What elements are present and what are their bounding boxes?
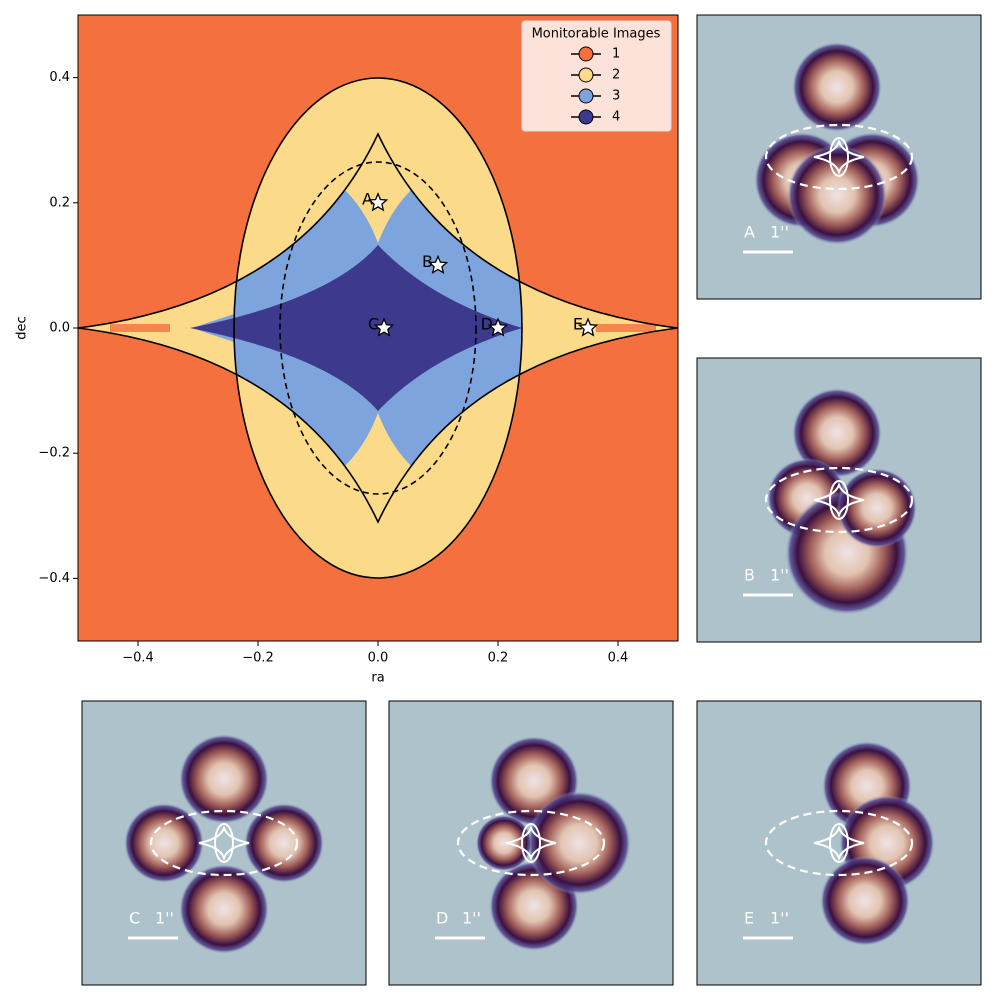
legend-marker bbox=[578, 88, 594, 104]
caustic bbox=[813, 139, 865, 175]
caustic-ellipse bbox=[214, 823, 234, 863]
y-tick-label: 0.2 bbox=[49, 195, 70, 210]
scale-label: 1'' bbox=[770, 223, 789, 242]
panel-frame bbox=[388, 700, 674, 986]
critical-curve bbox=[456, 809, 606, 877]
legend-box bbox=[521, 20, 672, 132]
x-tick-label: −0.2 bbox=[242, 651, 274, 666]
panel-label: C bbox=[129, 909, 140, 928]
scale-label: 1'' bbox=[462, 909, 481, 928]
lensed-image bbox=[179, 734, 269, 824]
caustic-ellipse bbox=[829, 137, 849, 177]
y-tick-label: 0.4 bbox=[49, 70, 70, 85]
scale-label: 1'' bbox=[770, 566, 789, 585]
panel-frame bbox=[696, 700, 982, 986]
x-tick-label: 0.2 bbox=[488, 651, 509, 666]
caustic-ellipse bbox=[521, 823, 541, 863]
legend-label: 3 bbox=[612, 89, 620, 104]
image-panel: B 1'' bbox=[696, 357, 982, 643]
lensed-image bbox=[244, 803, 324, 883]
panel-frame bbox=[696, 14, 982, 300]
legend-title: Monitorable Images bbox=[532, 27, 661, 42]
critical-curve bbox=[764, 809, 914, 877]
caustic bbox=[813, 825, 865, 861]
legend-label: 1 bbox=[612, 47, 620, 62]
legend-label: 4 bbox=[612, 110, 620, 125]
legend-marker bbox=[578, 46, 594, 62]
point-label: C bbox=[368, 315, 379, 334]
lensed-image bbox=[124, 803, 204, 883]
image-panel: D 1'' bbox=[388, 700, 674, 986]
x-axis-label: ra bbox=[371, 671, 384, 686]
x-tick-label: −0.4 bbox=[122, 651, 154, 666]
lensed-image bbox=[792, 42, 882, 132]
legend-marker bbox=[578, 109, 594, 125]
point-label: B bbox=[422, 252, 433, 271]
scale-label: 1'' bbox=[770, 909, 789, 928]
image-panel: A 1'' bbox=[696, 14, 982, 300]
source-star bbox=[427, 254, 449, 275]
critical-curve bbox=[764, 466, 914, 534]
point-label: D bbox=[481, 315, 493, 334]
y-axis-label: dec bbox=[15, 316, 30, 339]
panel-label: E bbox=[744, 909, 754, 928]
caustic bbox=[813, 482, 865, 518]
scale-label: 1'' bbox=[155, 909, 174, 928]
legend-marker bbox=[578, 67, 594, 83]
x-tick-label: 0.0 bbox=[368, 651, 389, 666]
lensed-image bbox=[527, 791, 631, 895]
panel-label: A bbox=[744, 223, 755, 242]
panel-label: D bbox=[436, 909, 448, 928]
critical-curve bbox=[149, 809, 299, 877]
panel-frame bbox=[81, 700, 367, 986]
caustic-ellipse bbox=[829, 480, 849, 520]
lensed-image bbox=[476, 815, 532, 871]
lensed-image bbox=[837, 468, 917, 548]
image-panel: C 1'' bbox=[81, 700, 367, 986]
point-label: E bbox=[573, 315, 583, 334]
y-tick-label: −0.2 bbox=[38, 446, 70, 461]
point-label: A bbox=[362, 189, 373, 208]
lensed-image bbox=[820, 856, 910, 946]
source-star bbox=[487, 317, 509, 337]
panel-frame bbox=[696, 357, 982, 643]
lensed-image bbox=[787, 145, 887, 245]
legend: Monitorable Images 1 2 3 4 bbox=[521, 20, 672, 132]
source-star bbox=[577, 317, 599, 337]
image-panel: E 1'' bbox=[696, 700, 982, 986]
lensed-image bbox=[792, 388, 882, 478]
legend-label: 2 bbox=[612, 68, 620, 83]
y-tick-label: 0.0 bbox=[49, 321, 70, 336]
x-tick-label: 0.4 bbox=[608, 651, 629, 666]
y-tick-label: −0.4 bbox=[38, 571, 70, 586]
source-star bbox=[373, 317, 395, 337]
panel-label: B bbox=[744, 566, 755, 585]
caustic bbox=[198, 825, 250, 861]
caustic-ellipse bbox=[829, 823, 849, 863]
caustic bbox=[505, 825, 557, 861]
source-star bbox=[367, 192, 389, 212]
lensed-image bbox=[179, 864, 269, 954]
critical-curve bbox=[764, 123, 914, 191]
